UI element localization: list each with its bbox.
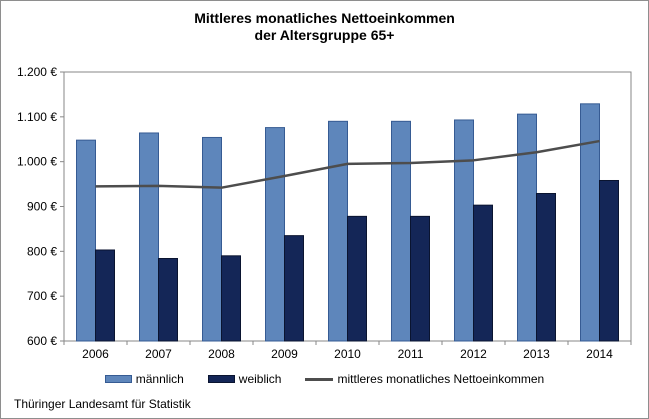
bar-weiblich-2014 <box>599 179 619 342</box>
x-category-label: 2008 <box>208 347 235 361</box>
bar-weiblich-2007 <box>158 258 178 342</box>
bar-weiblich-2013 <box>536 192 556 342</box>
y-tick-label: 600 € <box>27 334 57 348</box>
bar-weiblich-2009 <box>284 235 304 342</box>
legend-item-weiblich: weiblich <box>207 372 282 386</box>
chart-title-line1: Mittleres monatliches Nettoeinkommen <box>194 10 455 26</box>
bar-weiblich-2011 <box>410 215 430 342</box>
x-category-label: 2009 <box>271 347 298 361</box>
bar-männlich-2010 <box>328 120 348 342</box>
legend-item-mittleres: mittleres monatliches Nettoeinkommen <box>305 372 544 386</box>
y-tick-label: 1.000 € <box>17 155 57 169</box>
x-category-label: 2011 <box>398 347 424 361</box>
legend-label-mittleres: mittleres monatliches Nettoeinkommen <box>337 372 545 386</box>
chart-title: Mittleres monatliches Nettoeinkommen der… <box>1 10 648 44</box>
y-tick-label: 900 € <box>27 200 57 214</box>
bar-männlich-2013 <box>517 113 537 342</box>
x-category-label: 2006 <box>82 347 109 361</box>
bar-weiblich-2006 <box>95 249 115 342</box>
x-category-label: 2010 <box>334 347 361 361</box>
legend-label-weiblich: weiblich <box>238 372 282 386</box>
bar-männlich-2007 <box>139 132 159 342</box>
y-tick-label: 800 € <box>27 244 57 258</box>
weiblich-swatch-icon <box>207 375 235 383</box>
bar-männlich-2008 <box>202 136 222 342</box>
x-category-label: 2007 <box>145 347 172 361</box>
chart-title-line2: der Altersgruppe 65+ <box>254 27 395 43</box>
bar-männlich-2011 <box>391 120 411 342</box>
x-category-label: 2014 <box>586 347 613 361</box>
bar-männlich-2009 <box>265 127 285 342</box>
mittleres-line-icon <box>305 377 334 381</box>
chart-legend: männlich weiblich mittleres monatliches … <box>1 372 648 386</box>
chart-svg: 600 € 700 € 800 € 900 € 1.000 € 1.100 € 1.200 … <box>17 65 632 361</box>
x-category-label: 2013 <box>523 347 550 361</box>
legend-label-maennlich: männlich <box>135 372 184 386</box>
bar-männlich-2012 <box>454 119 474 342</box>
y-tick-label: 1.200 € <box>17 65 57 79</box>
source-credit: Thüringer Landesamt für Statistik <box>14 397 191 411</box>
y-tick-label: 1.100 € <box>17 110 57 124</box>
maennlich-swatch-icon <box>104 375 132 383</box>
bar-weiblich-2008 <box>221 255 241 342</box>
x-category-label: 2012 <box>460 347 487 361</box>
line-mittleres monatliches Nettoeinkommen <box>95 139 600 189</box>
y-tick-label: 700 € <box>27 289 57 303</box>
bar-weiblich-2010 <box>347 215 367 342</box>
bar-männlich-2014 <box>580 103 600 342</box>
bar-männlich-2006 <box>76 139 96 342</box>
bar-weiblich-2012 <box>473 204 493 342</box>
legend-item-maennlich: männlich <box>104 372 184 386</box>
